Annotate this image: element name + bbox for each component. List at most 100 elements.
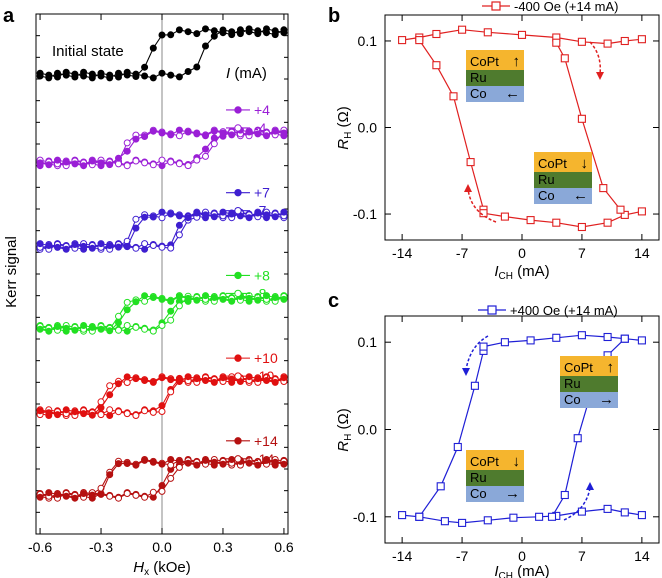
loop-point	[149, 242, 157, 249]
panel-label-b: b	[328, 5, 340, 27]
panel-b-point	[449, 92, 458, 101]
panel-c-ylabel-sub: H	[343, 434, 354, 441]
loop-point	[228, 376, 236, 384]
panel-label-a: a	[3, 5, 15, 27]
loop-point	[158, 31, 166, 39]
loop-point	[202, 211, 209, 219]
loop-point	[80, 322, 88, 329]
panel-b-xlabel-unit: (mA)	[513, 263, 550, 280]
panel-a-ylabel: Kerr signal	[3, 236, 20, 308]
loop-point	[184, 459, 192, 467]
panel-b-legend-marker	[491, 1, 501, 11]
panel-c-stack-top-layer-label: Ru	[564, 376, 581, 391]
loop-legend-marker	[234, 271, 242, 280]
loop-point	[245, 294, 253, 302]
panel-c-point	[620, 334, 629, 343]
loop-point	[71, 160, 79, 168]
loop-point	[167, 158, 175, 166]
panel-c-stack-top-layer-ru	[560, 376, 618, 392]
loop-point	[175, 293, 183, 300]
loop-point	[71, 494, 79, 502]
panel-c-xlabel-unit: (mA)	[513, 563, 550, 578]
panel-b-ytick-label: 0.1	[358, 33, 378, 49]
panel-c-stack-bottom-layer-label: Co	[470, 486, 487, 501]
panel-b-point	[415, 36, 424, 45]
panel-b-stack-top-layer-label: CoPt	[470, 54, 499, 69]
panel-a-xlabel: Hx (kOe)	[133, 559, 191, 578]
panel-b-xtick-label: 14	[634, 245, 650, 261]
loop-point	[62, 158, 70, 166]
panel-b-stack-bottom-layer-copt	[534, 152, 592, 172]
loop-legend-marker	[234, 206, 242, 215]
panel-b-ylabel-main: R	[335, 139, 352, 150]
loop-legend-label: +7	[254, 185, 270, 201]
loop-point	[141, 245, 149, 253]
panel-b-stack-bottom-layer-label: Ru	[538, 172, 555, 187]
loop-point	[149, 294, 157, 301]
loop-point	[193, 156, 201, 164]
loop-point	[54, 69, 61, 77]
panel-b-stack-bottom-layer-label: Co	[538, 188, 555, 203]
panel-b-point	[637, 207, 646, 216]
loop-point	[167, 31, 175, 39]
panel-b-ylabel-sub: H	[343, 132, 354, 139]
loop-point	[245, 373, 253, 381]
loop-point	[271, 378, 279, 386]
panel-a-ticks: -0.6 -0.3 0.0 0.3 0.6	[28, 14, 294, 555]
loop-point	[123, 71, 131, 79]
loop-point	[263, 377, 270, 384]
loop-point	[80, 68, 88, 76]
panel-b-point	[603, 39, 612, 48]
panel-c-point	[603, 504, 612, 513]
loop-point	[36, 493, 44, 501]
panel-c-ticks: -14 -7 0 7 14 0.1 0.0 -0.1	[353, 316, 659, 564]
panel-b-xtick-label: 7	[578, 245, 586, 261]
panel-c-ylabel-unit: (Ω)	[335, 408, 352, 433]
loop-point	[141, 325, 149, 333]
panel-b-xlabel-main: I	[494, 263, 498, 280]
loop-point	[115, 312, 122, 320]
loop-point	[158, 374, 166, 382]
loop-point	[158, 408, 166, 415]
panel-c-stack-bottom-magnetization-arrow: ↓	[513, 453, 521, 470]
loop-point	[271, 458, 279, 466]
loop-point	[115, 319, 122, 327]
loop-legend-label: +10	[254, 350, 278, 366]
panel-b-xlabel: ICH (mA)	[494, 263, 549, 282]
loop-point	[88, 70, 96, 78]
panel-c-point	[415, 512, 424, 521]
loop-point	[245, 28, 253, 36]
loop-point	[132, 461, 140, 469]
loop-point	[45, 161, 53, 169]
loop-point	[62, 71, 70, 79]
loop-point	[202, 152, 209, 160]
panel-c-stack-top-layer-label: CoPt	[564, 360, 593, 375]
loop-legend-marker	[234, 106, 242, 114]
panel-b-ticks: -14 -7 0 7 14 0.1 0.0 -0.1	[353, 15, 659, 261]
loop-point	[210, 294, 218, 301]
panel-b-point	[483, 28, 492, 37]
panel-b-stack-top-layer-copt	[466, 50, 524, 70]
loop-point	[202, 292, 209, 300]
loop-point	[271, 294, 279, 301]
loop-point	[132, 298, 140, 306]
loop-point	[158, 460, 166, 468]
loop-point	[149, 327, 157, 335]
loop-point	[132, 412, 140, 419]
loop-point	[149, 213, 157, 221]
panel-b-point	[466, 158, 475, 167]
loop-point	[193, 63, 201, 71]
panel-c-point	[470, 381, 479, 390]
panel-b-point	[398, 36, 407, 45]
loop-point	[202, 42, 209, 50]
loop-point	[123, 306, 131, 314]
loop-point	[149, 458, 157, 466]
panel-c-point	[637, 511, 646, 520]
panel-b-stack-top-layer-label: Co	[470, 86, 487, 101]
panel-b-stack-top-magnetization-arrow: ↑	[513, 53, 521, 70]
panel-b-point	[500, 212, 509, 221]
loop-point	[97, 72, 105, 80]
loop-point	[193, 209, 201, 217]
loop-point	[71, 73, 79, 81]
